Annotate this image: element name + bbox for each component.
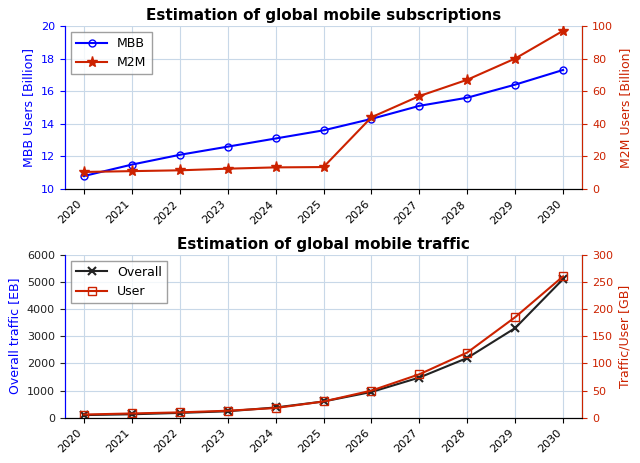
Line: User: User <box>80 272 567 419</box>
Overall <box>367 389 375 395</box>
Overall <box>415 375 423 380</box>
MBB <box>272 136 280 141</box>
Overall <box>224 408 232 414</box>
Overall <box>559 276 567 282</box>
Overall <box>128 412 136 417</box>
Y-axis label: M2M Users [Billion]: M2M Users [Billion] <box>618 47 632 168</box>
User <box>272 405 280 411</box>
MBB <box>176 152 184 157</box>
M2M <box>319 164 327 170</box>
MBB <box>319 128 327 133</box>
MBB <box>511 82 519 88</box>
User <box>80 412 88 417</box>
User <box>128 411 136 416</box>
User <box>559 274 567 279</box>
Overall <box>511 325 519 331</box>
MBB <box>463 95 471 100</box>
Title: Estimation of global mobile subscriptions: Estimation of global mobile subscription… <box>146 8 501 23</box>
User <box>319 399 327 404</box>
Legend: MBB, M2M: MBB, M2M <box>71 32 152 75</box>
M2M <box>559 28 567 33</box>
M2M <box>176 168 184 173</box>
User <box>224 408 232 413</box>
MBB <box>224 144 232 150</box>
Y-axis label: Overall traffic [EB]: Overall traffic [EB] <box>8 278 21 394</box>
MBB <box>559 67 567 73</box>
Legend: Overall, User: Overall, User <box>71 261 167 303</box>
M2M <box>415 93 423 99</box>
User <box>511 314 519 320</box>
Y-axis label: Traffic/User [GB]: Traffic/User [GB] <box>619 285 632 388</box>
M2M <box>272 165 280 170</box>
M2M <box>80 169 88 175</box>
User <box>367 388 375 394</box>
MBB <box>415 103 423 109</box>
Overall <box>176 410 184 416</box>
Line: Overall: Overall <box>80 275 567 419</box>
Line: MBB: MBB <box>81 67 566 180</box>
M2M <box>128 169 136 174</box>
User <box>415 371 423 377</box>
M2M <box>511 56 519 61</box>
Overall <box>80 413 88 418</box>
Y-axis label: MBB Users [Billion]: MBB Users [Billion] <box>22 48 35 167</box>
M2M <box>224 166 232 171</box>
Overall <box>272 405 280 410</box>
M2M <box>463 77 471 82</box>
Line: M2M: M2M <box>78 25 569 177</box>
MBB <box>367 116 375 122</box>
Overall <box>463 355 471 361</box>
M2M <box>367 114 375 120</box>
Overall <box>319 399 327 404</box>
User <box>463 350 471 355</box>
MBB <box>128 162 136 168</box>
User <box>176 410 184 415</box>
MBB <box>80 173 88 179</box>
Title: Estimation of global mobile traffic: Estimation of global mobile traffic <box>177 237 470 252</box>
